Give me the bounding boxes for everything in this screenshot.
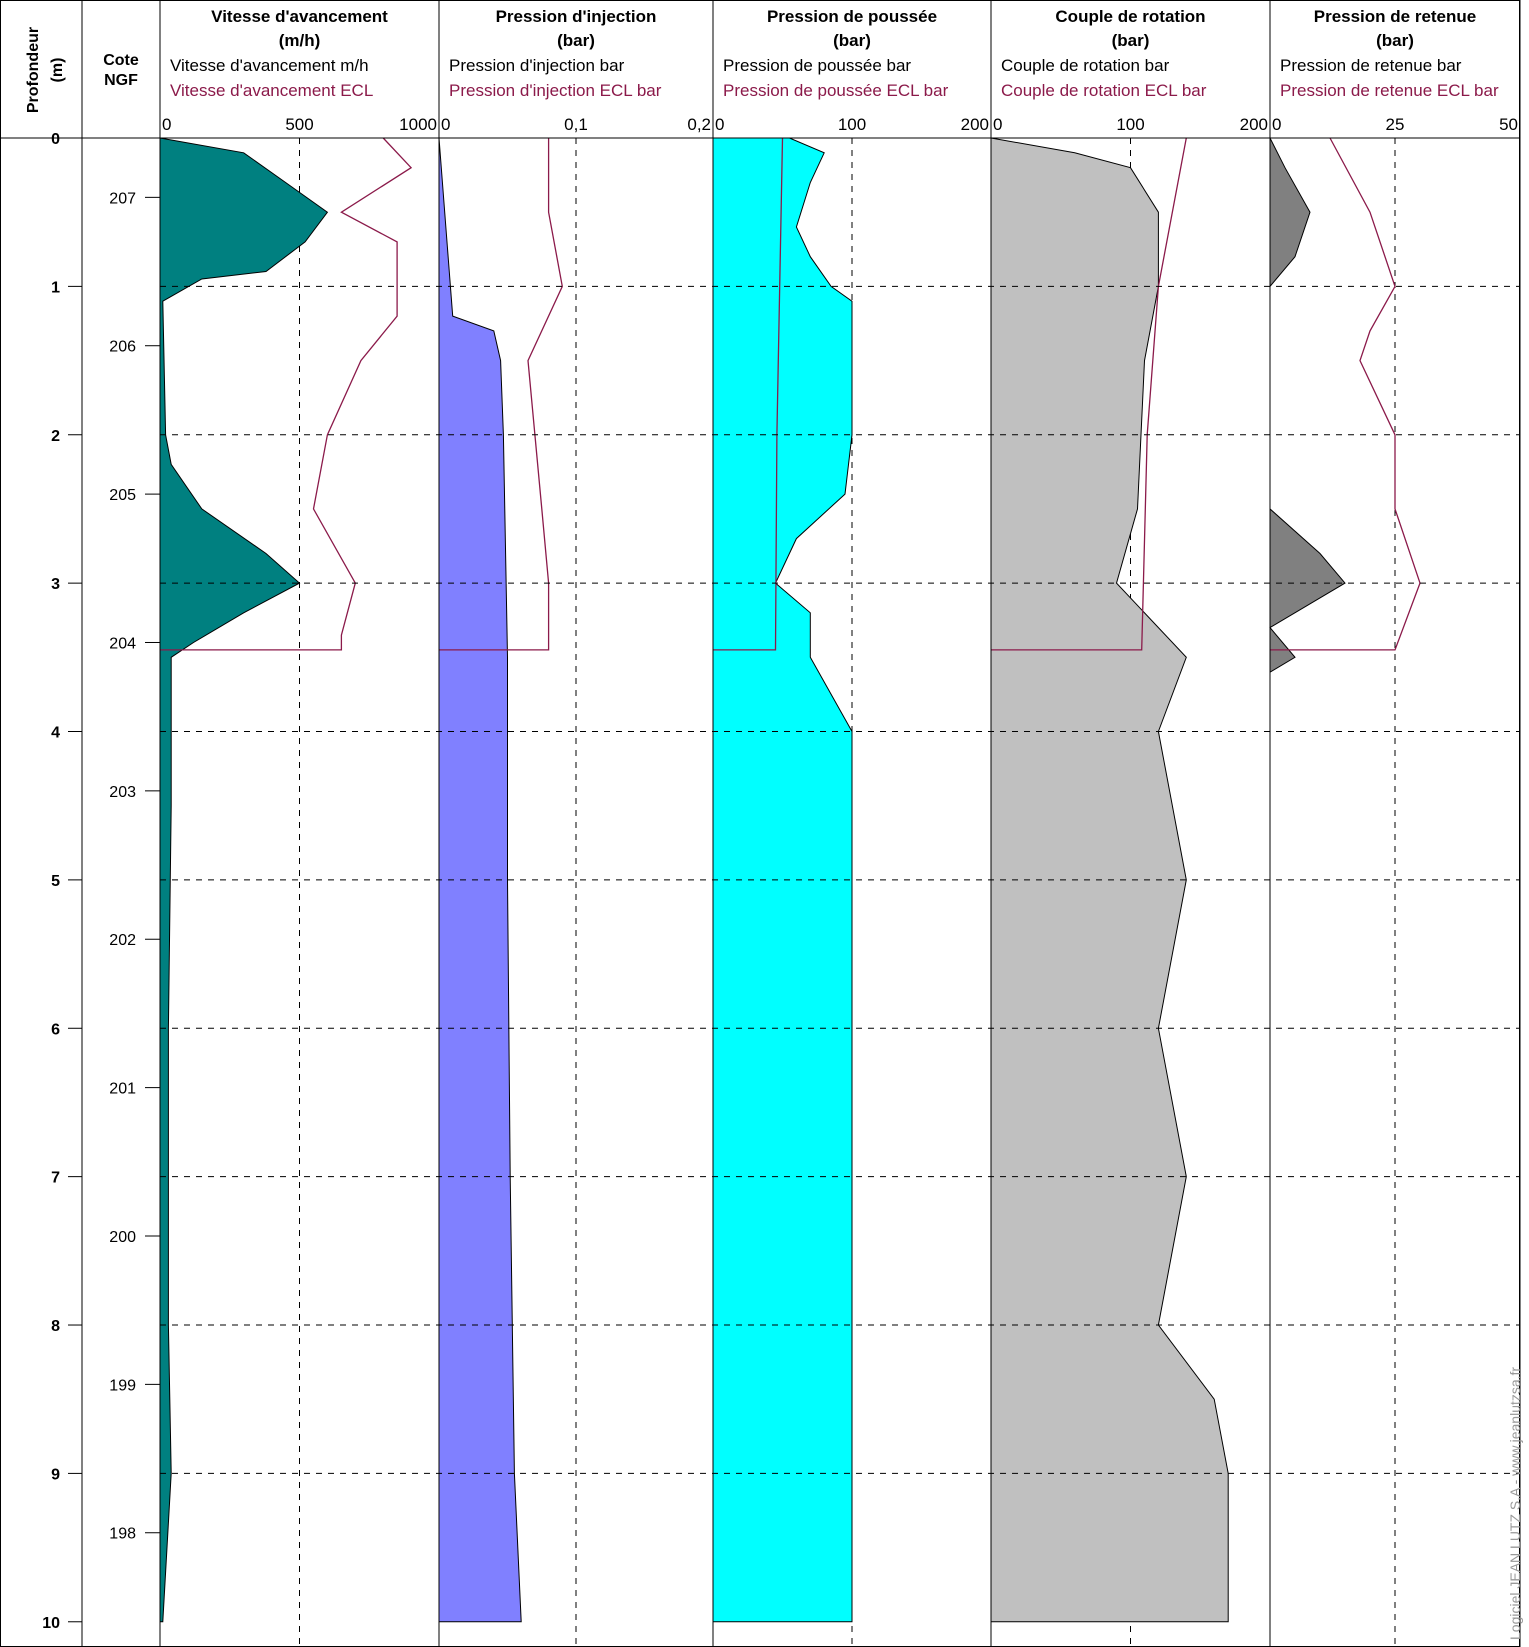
depth-tick-label: 9 [51,1466,60,1483]
watermark-text: Logiciel JEAN LUTZ S.A - www.jeanlutzsa.… [1507,1367,1523,1640]
depth-axis-title: Profondeur [25,27,42,113]
track-title: Couple de rotation [1055,7,1205,26]
scale-tick-label: 0 [715,115,724,134]
track-title: Pression de poussée [767,7,937,26]
depth-tick-label: 4 [51,725,60,742]
track-2 [438,137,577,1647]
measured-fill-series [159,137,329,1623]
scale-tick-label: 200 [961,115,989,134]
legend-measured: Pression d'injection bar [449,56,625,75]
cote-tick-label: 203 [109,784,136,801]
log-tracks [159,137,1421,1647]
legend-measured: Pression de poussée bar [723,56,911,75]
cote-axis-subtitle: NGF [104,72,138,89]
cote-tick-label: 201 [109,1081,136,1098]
track-5 [1269,137,1421,1647]
cote-tick-label: 206 [109,339,136,356]
depth-tick-label: 7 [51,1170,60,1187]
track-unit: (bar) [833,31,871,50]
ecl-line-series [160,137,413,651]
track-unit: (bar) [1112,31,1150,50]
track-3 [712,137,853,1647]
scale-tick-label: 100 [838,115,866,134]
depth-tick-label: 2 [51,428,60,445]
scale-tick-label: 0 [1272,115,1281,134]
depth-axis-unit: (m) [49,58,66,83]
scale-tick-label: 0,2 [687,115,711,134]
track-1 [159,137,413,1647]
cote-tick-label: 204 [109,635,136,652]
depth-tick-label: 8 [51,1318,60,1335]
legend-measured: Couple de rotation bar [1001,56,1170,75]
measured-fill-series [438,137,522,1623]
legend-measured: Vitesse d'avancement m/h [170,56,369,75]
cote-tick-label: 202 [109,932,136,949]
legend-ecl: Vitesse d'avancement ECL [170,81,373,100]
depth-tick-label: 0 [51,131,60,148]
scale-tick-label: 0,1 [564,115,588,134]
track-title: Pression de retenue [1314,7,1477,26]
depth-tick-label: 3 [51,576,60,593]
scale-tick-label: 0 [162,115,171,134]
track-title: Pression d'injection [496,7,657,26]
track-title: Vitesse d'avancement [211,7,388,26]
scale-tick-label: 0 [993,115,1002,134]
depth-tick-label: 10 [42,1615,60,1632]
cote-tick-label: 205 [109,487,136,504]
legend-ecl: Couple de rotation ECL bar [1001,81,1207,100]
scale-tick-label: 100 [1116,115,1144,134]
scale-tick-label: 25 [1386,115,1405,134]
legend-ecl: Pression d'injection ECL bar [449,81,662,100]
cote-tick-label: 200 [109,1229,136,1246]
scale-tick-label: 0 [441,115,450,134]
track-unit: (m/h) [279,31,321,50]
cote-tick-label: 198 [109,1526,136,1543]
scale-tick-label: 200 [1240,115,1268,134]
log-headers: Profondeur (m) Cote NGF Vitesse d'avancement… [25,7,1518,134]
scale-tick-label: 50 [1499,115,1518,134]
depth-tick-label: 5 [51,873,60,890]
scale-tick-label: 500 [285,115,313,134]
cote-tick-label: 199 [109,1377,136,1394]
cote-tick-label: 207 [109,190,136,207]
measured-fill-series [712,137,853,1623]
track-4 [990,137,1229,1647]
depth-tick-label: 6 [51,1021,60,1038]
legend-ecl: Pression de retenue ECL bar [1280,81,1499,100]
scale-tick-label: 1000 [399,115,437,134]
legend-measured: Pression de retenue bar [1280,56,1462,75]
depth-tick-label: 1 [51,279,60,296]
track-unit: (bar) [557,31,595,50]
ecl-line-series [1270,137,1421,651]
legend-ecl: Pression de poussée ECL bar [723,81,949,100]
track-unit: (bar) [1376,31,1414,50]
cote-axis-title: Cote [103,52,139,69]
